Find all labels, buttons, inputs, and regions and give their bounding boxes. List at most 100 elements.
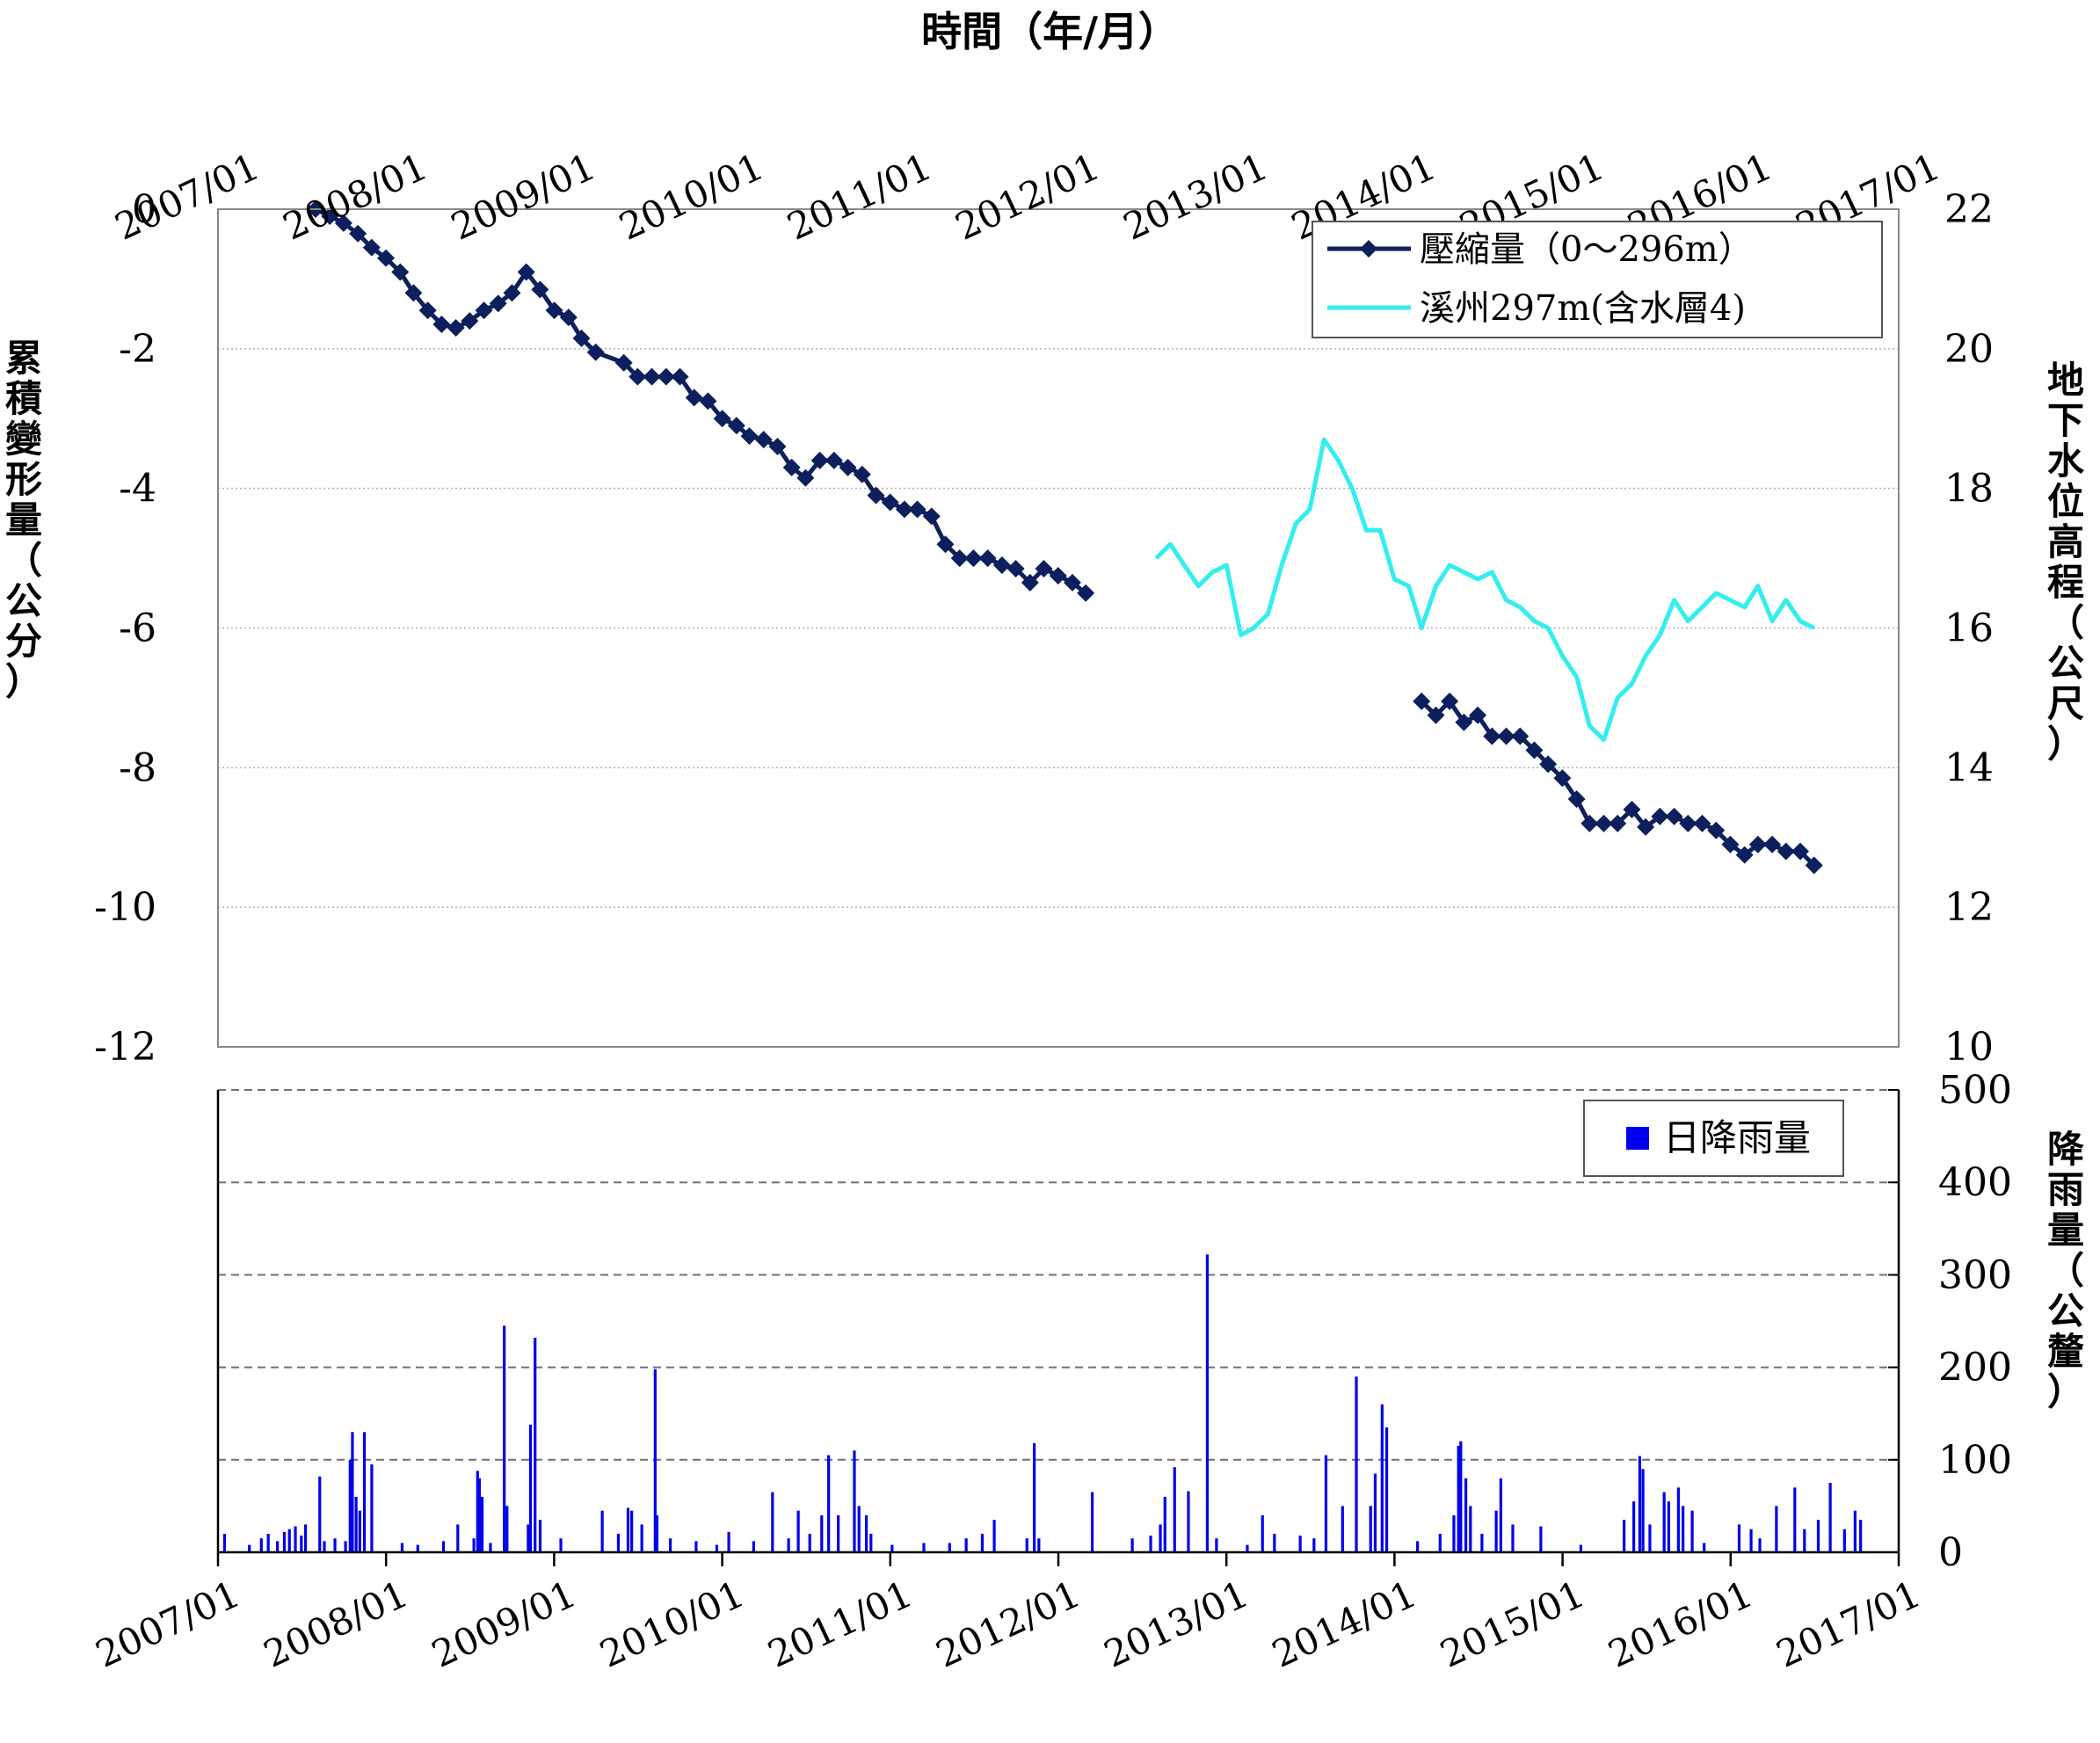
rain-bar	[694, 1541, 698, 1552]
rain-bar	[1130, 1538, 1134, 1552]
rain-bar	[1638, 1456, 1642, 1552]
left-tick-label: -6	[119, 606, 156, 651]
rain-bar	[538, 1520, 542, 1552]
rain-bar	[1775, 1506, 1778, 1552]
rain-bar	[1469, 1506, 1472, 1552]
right-tick-label: 14	[1944, 745, 1994, 790]
rain-bar	[1341, 1506, 1344, 1552]
left-tick-label: -12	[94, 1025, 156, 1070]
rain-bar	[534, 1337, 537, 1552]
rain-bar	[827, 1455, 831, 1552]
rain-bar	[948, 1543, 951, 1552]
groundwater-legend-label: 溪州297m(含水層4)	[1420, 288, 1746, 329]
compression-point	[1413, 692, 1431, 710]
rain-bar	[752, 1541, 755, 1552]
rainfall-axis-title: 降雨量（公釐）	[2046, 1128, 2084, 1413]
right-tick-label: 22	[1944, 187, 1994, 232]
compression-point	[1441, 692, 1459, 710]
rain-bar	[600, 1510, 604, 1552]
rain-bar	[489, 1543, 492, 1552]
compression-point	[321, 207, 339, 225]
rain-bar	[559, 1538, 563, 1552]
rain-tick-label: 200	[1938, 1346, 2012, 1391]
rain-legend-swatch	[1626, 1127, 1649, 1150]
rain-bar	[964, 1538, 968, 1552]
rain-bar	[1416, 1541, 1420, 1552]
compression-point	[978, 549, 997, 568]
rain-bar	[362, 1432, 367, 1552]
compression-point	[1735, 846, 1754, 864]
compression-point	[1567, 790, 1586, 809]
bottom-date-tick-label: 2013/01	[1098, 1572, 1255, 1676]
compression-point	[614, 353, 633, 372]
compression-point	[1679, 814, 1697, 832]
rain-bar	[1457, 1446, 1460, 1552]
compression-point	[1623, 800, 1641, 818]
rain-bar	[1682, 1506, 1685, 1552]
rain-bar	[1499, 1478, 1502, 1552]
rain-bar	[1662, 1492, 1666, 1552]
left-tick-label: -4	[119, 467, 156, 512]
rain-bar	[1380, 1404, 1384, 1552]
rain-bar	[441, 1541, 446, 1552]
rain-bar	[1312, 1538, 1316, 1552]
rain-bar	[787, 1538, 790, 1552]
compression-point	[391, 263, 410, 281]
rain-bar	[655, 1514, 659, 1552]
rain-bar	[300, 1536, 303, 1552]
compression-point	[671, 367, 689, 386]
rain-tick-label: 500	[1938, 1068, 2012, 1113]
rain-bar	[1459, 1441, 1463, 1552]
rain-bar	[1033, 1442, 1036, 1552]
rain-bar	[351, 1432, 354, 1552]
rain-bar	[1384, 1427, 1389, 1552]
compression-point	[1063, 573, 1081, 592]
compression-point	[1791, 842, 1809, 861]
rain-bar	[477, 1478, 481, 1552]
compression-point	[1553, 769, 1572, 788]
rain-bar	[370, 1464, 374, 1552]
compression-point	[782, 458, 801, 476]
rain-bar	[1859, 1520, 1863, 1552]
compression-point	[1469, 706, 1487, 724]
compression-point	[461, 312, 479, 330]
rain-bar	[922, 1543, 926, 1552]
compression-point	[545, 301, 563, 320]
compression-point	[1539, 755, 1558, 773]
compression-point	[643, 367, 661, 386]
rain-bar	[1749, 1529, 1753, 1552]
compression-point	[559, 309, 578, 327]
right-tick-label: 12	[1944, 885, 1994, 930]
rain-bar	[318, 1476, 322, 1552]
rain-bar	[1579, 1544, 1583, 1552]
compression-point	[810, 451, 829, 469]
rain-bar	[276, 1541, 280, 1552]
left-y-axis-title: 累積變形量（公分）	[4, 337, 42, 703]
top-date-tick-label: 2009/01	[445, 145, 602, 249]
rain-bar	[1803, 1529, 1806, 1552]
right-tick-label: 10	[1944, 1025, 1994, 1070]
compression-point	[1707, 821, 1726, 839]
compression-point	[418, 301, 437, 320]
compression-point	[1693, 814, 1711, 832]
rain-bar	[348, 1459, 352, 1552]
left-tick-label: -10	[94, 885, 156, 930]
left-tick-label: 0	[132, 187, 156, 232]
compression-point	[1427, 706, 1445, 724]
bottom-date-tick-label: 2007/01	[89, 1572, 246, 1676]
rain-bar	[1246, 1544, 1249, 1552]
left-tick-label: -2	[119, 327, 156, 372]
rain-bar	[1025, 1538, 1028, 1552]
bottom-date-tick-label: 2017/01	[1769, 1572, 1927, 1676]
rain-bar	[282, 1531, 287, 1552]
rain-bar	[653, 1369, 657, 1552]
compression-point	[1049, 566, 1067, 585]
compression-point	[754, 431, 773, 449]
rain-bar	[472, 1538, 476, 1552]
compression-point	[964, 549, 983, 568]
rain-bar	[354, 1496, 358, 1552]
compression-point	[1721, 835, 1740, 853]
bottom-date-tick-label: 2016/01	[1602, 1572, 1759, 1676]
